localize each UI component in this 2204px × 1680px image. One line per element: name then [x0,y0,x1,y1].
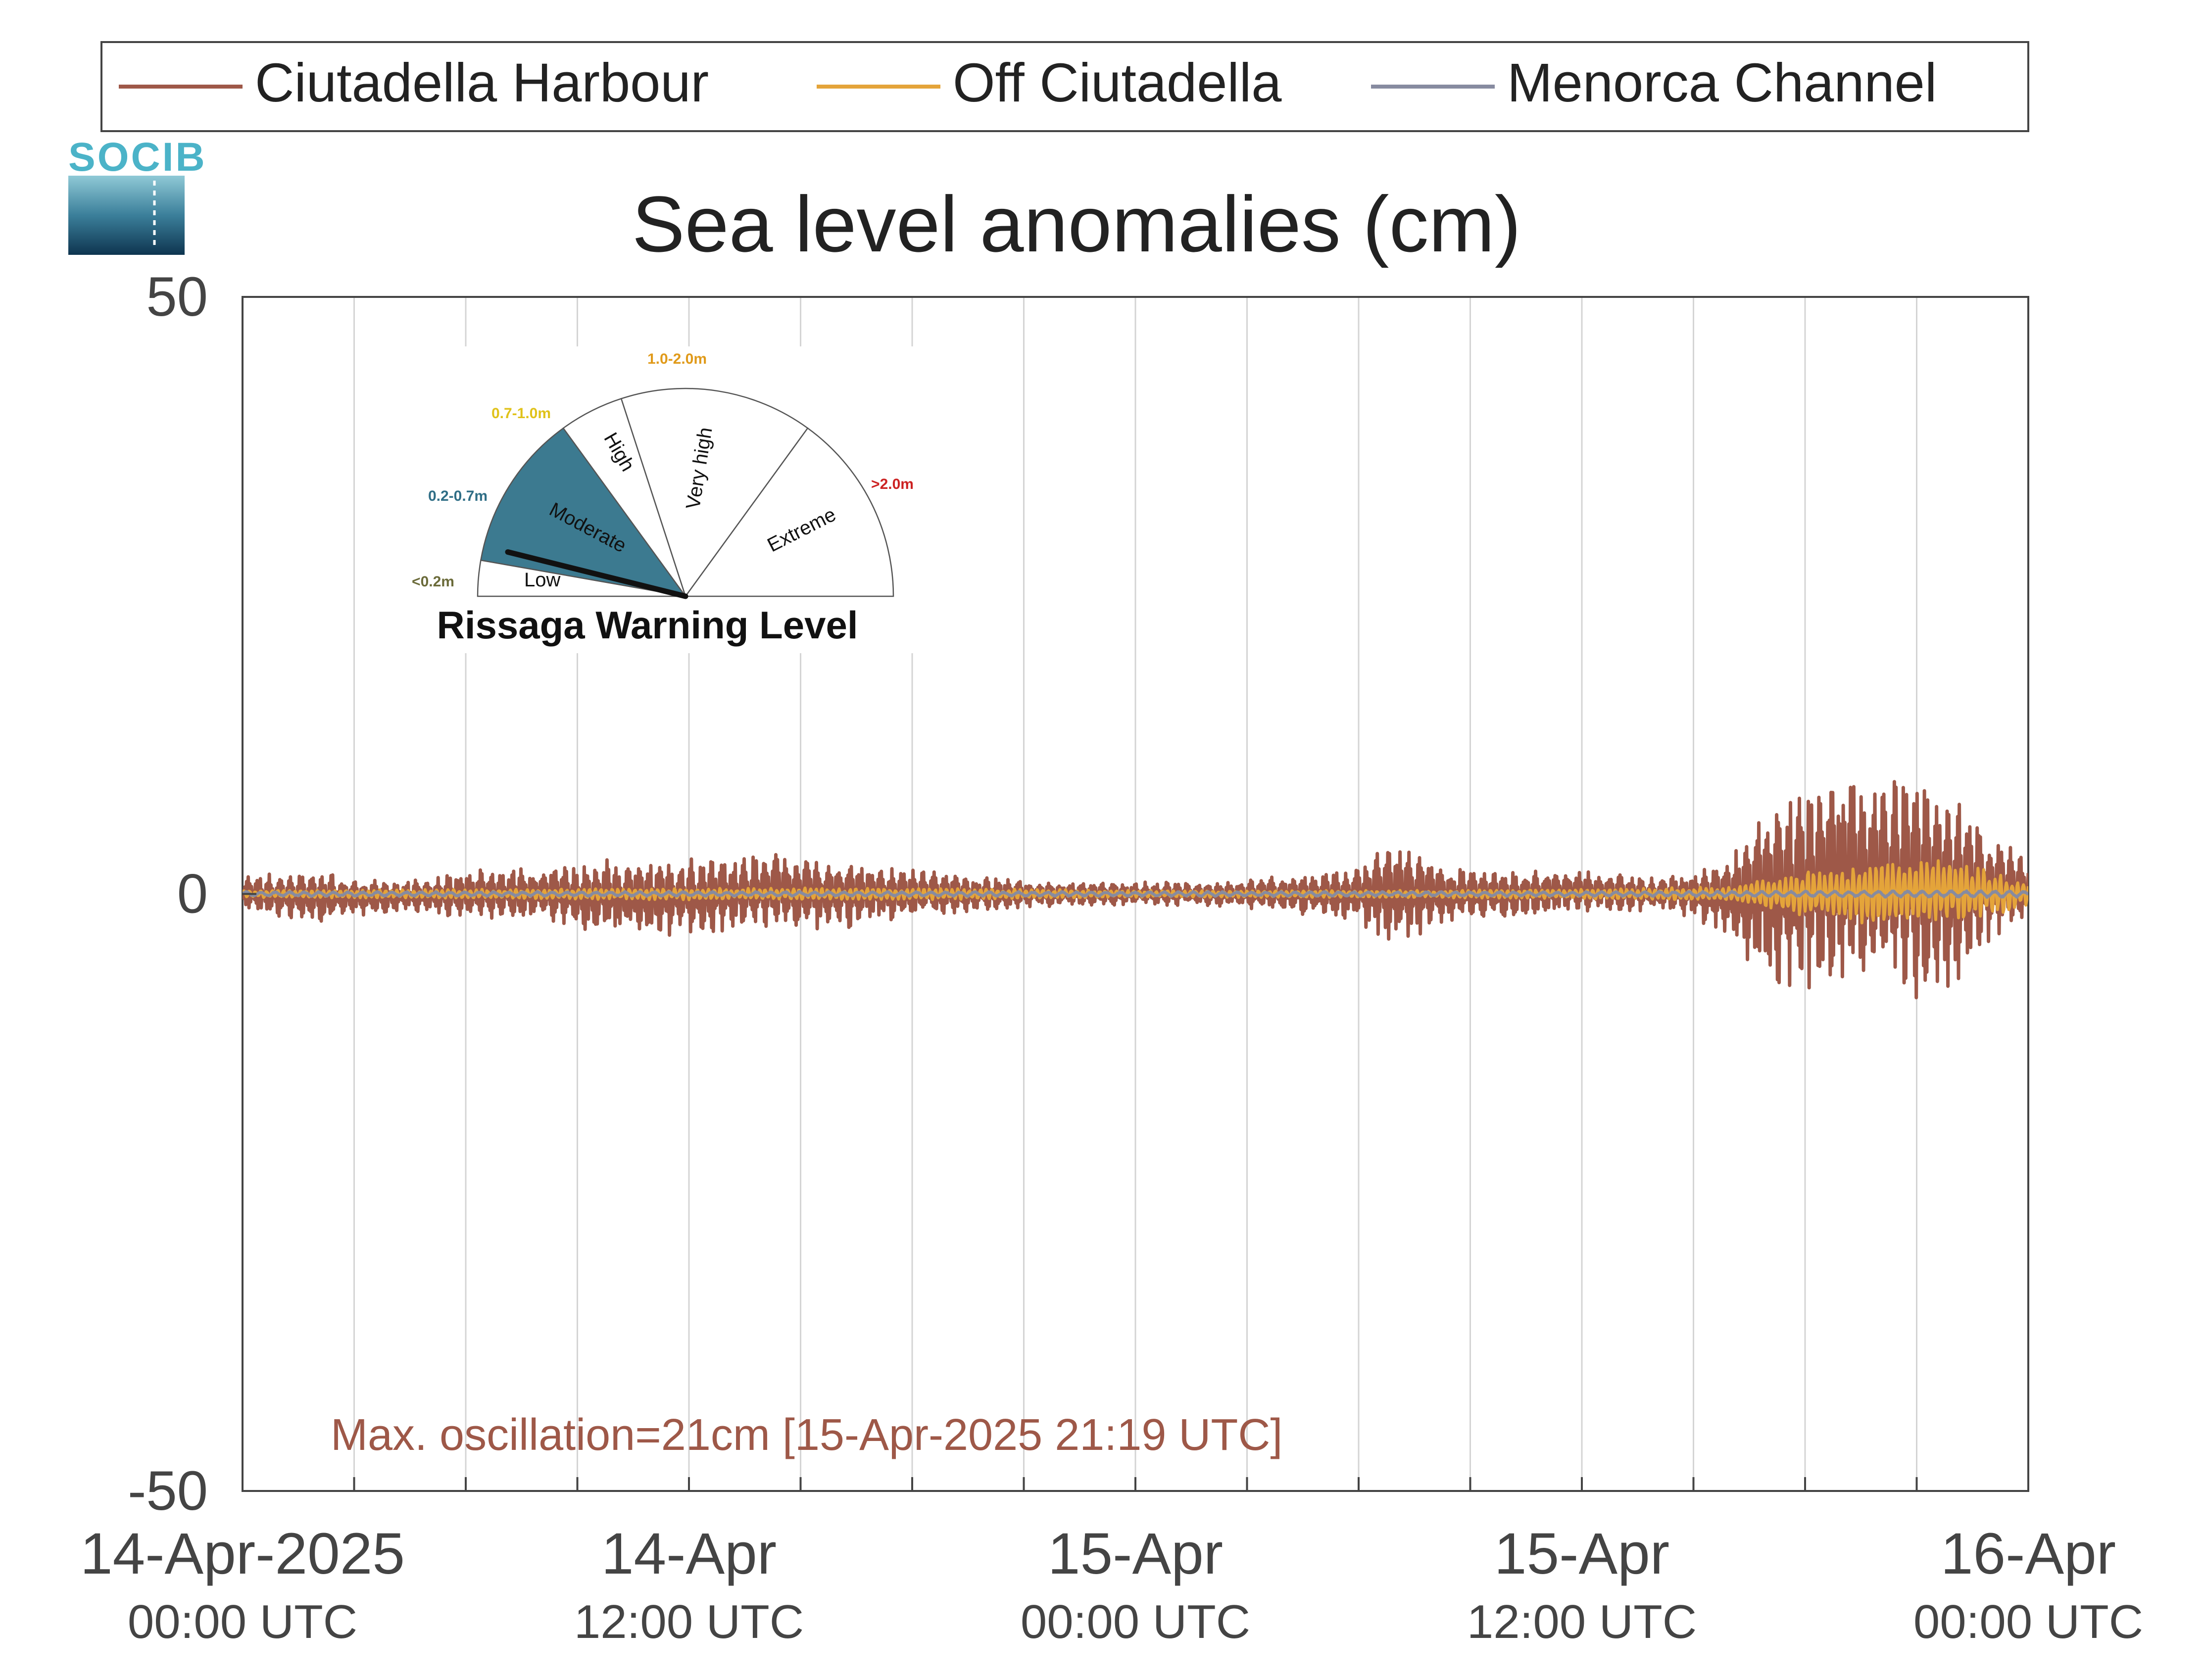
legend-label-harbour: Ciutadella Harbour [255,52,709,113]
x-tick-label: 14-Apr [601,1521,777,1586]
max-oscillation-annotation: Max. oscillation=21cm [15-Apr-2025 21:19… [331,1410,1282,1460]
x-tick-label: 15-Apr [1494,1521,1669,1586]
gauge-range-label: <0.2m [412,574,454,590]
legend: Ciutadella Harbour Off Ciutadella Menorc… [100,41,2029,132]
gauge-sector-moderate [480,427,687,597]
legend-label-off: Off Ciutadella [953,52,1282,113]
socib-logo: SOCIB [68,135,207,255]
gauge-range-label: >2.0m [871,476,914,492]
gauge-range-label: 0.7-1.0m [491,405,551,422]
series-layer [243,780,2028,1000]
gauge-range-label: 1.0-2.0m [647,351,707,367]
gauge-sector-extreme [684,427,894,597]
gauge-needle [505,549,688,599]
gauge-sector-very-high [620,387,809,598]
x-tick-sublabel: 12:00 UTC [574,1595,804,1648]
y-tick-label: 50 [146,266,208,328]
gauge-range-label: 0.2-0.7m [428,488,488,504]
x-axis: 14-Apr-2025 00:00 UTC 14-Apr 12:00 UTC 15-Ap… [80,1477,2143,1648]
legend-box [100,41,2029,132]
y-axis: -50 0 50 [128,266,256,1522]
legend-label-channel: Menorca Channel [1507,52,1937,113]
y-tick-label: -50 [128,1460,208,1522]
x-tick-sublabel: 00:00 UTC [128,1595,357,1648]
x-tick-sublabel: 00:00 UTC [1913,1595,2143,1648]
y-tick-label: 0 [177,863,208,925]
x-tick-label: 14-Apr-2025 [80,1521,405,1586]
x-tick-label: 16-Apr [1941,1521,2116,1586]
series-menorca-channel [243,889,2028,899]
x-tick-label: 15-Apr [1048,1521,1223,1586]
chart-title: Sea level anomalies (cm) [632,180,1521,268]
x-tick-sublabel: 00:00 UTC [1021,1595,1250,1648]
socib-logo-wave [68,176,185,255]
gauge-title: Rissaga Warning Level [437,603,858,647]
x-tick-sublabel: 12:00 UTC [1467,1595,1697,1648]
socib-logo-text: SOCIB [68,135,207,180]
gauge-sector-label: Low [524,569,560,591]
